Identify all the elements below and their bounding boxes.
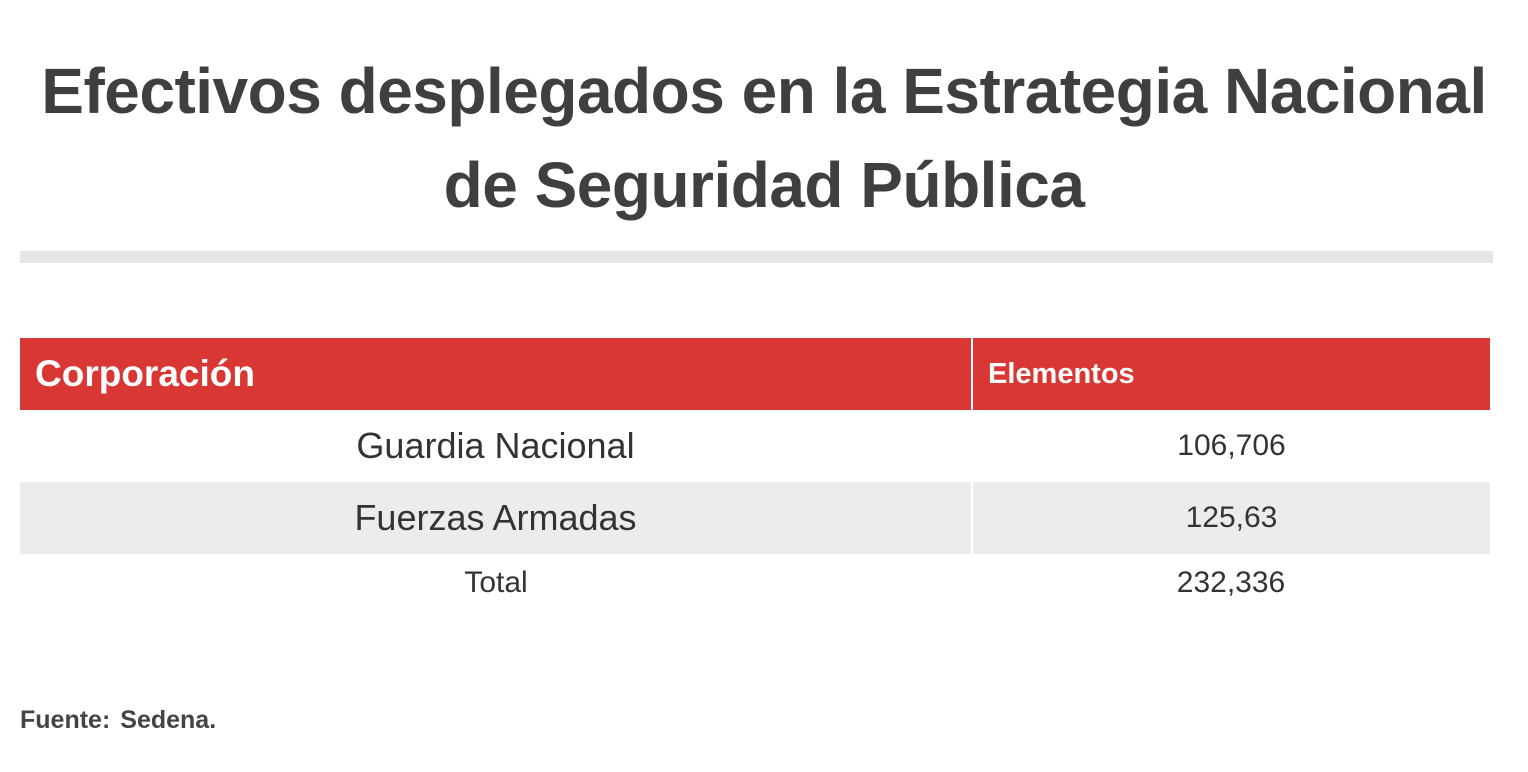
table-row: Guardia Nacional 106,706 <box>20 410 1490 482</box>
column-header-elementos: Elementos <box>972 338 1490 410</box>
total-label: Total <box>20 554 972 628</box>
cell-elementos: 125,63 <box>972 482 1490 554</box>
source-value: Sedena. <box>120 706 217 734</box>
column-header-corporacion: Corporación <box>20 338 973 410</box>
cell-elementos: 106,706 <box>972 410 1490 482</box>
table-total-row: Total 232,336 <box>20 554 1490 628</box>
cell-corporacion: Guardia Nacional <box>20 410 973 482</box>
table-header-row: Corporación Elementos <box>20 338 1490 410</box>
cell-corporacion: Fuerzas Armadas <box>20 482 973 554</box>
total-value: 232,336 <box>972 554 1490 628</box>
data-table: Corporación Elementos Guardia Nacional 1… <box>20 338 1490 628</box>
source-note: Fuente: Sedena. <box>20 706 216 735</box>
source-label: Fuente: <box>20 706 111 734</box>
table-row: Fuerzas Armadas 125,63 <box>20 482 1490 554</box>
chart-title: Efectivos desplegados en la Estrategia N… <box>41 55 1487 221</box>
title-divider <box>20 251 1493 263</box>
